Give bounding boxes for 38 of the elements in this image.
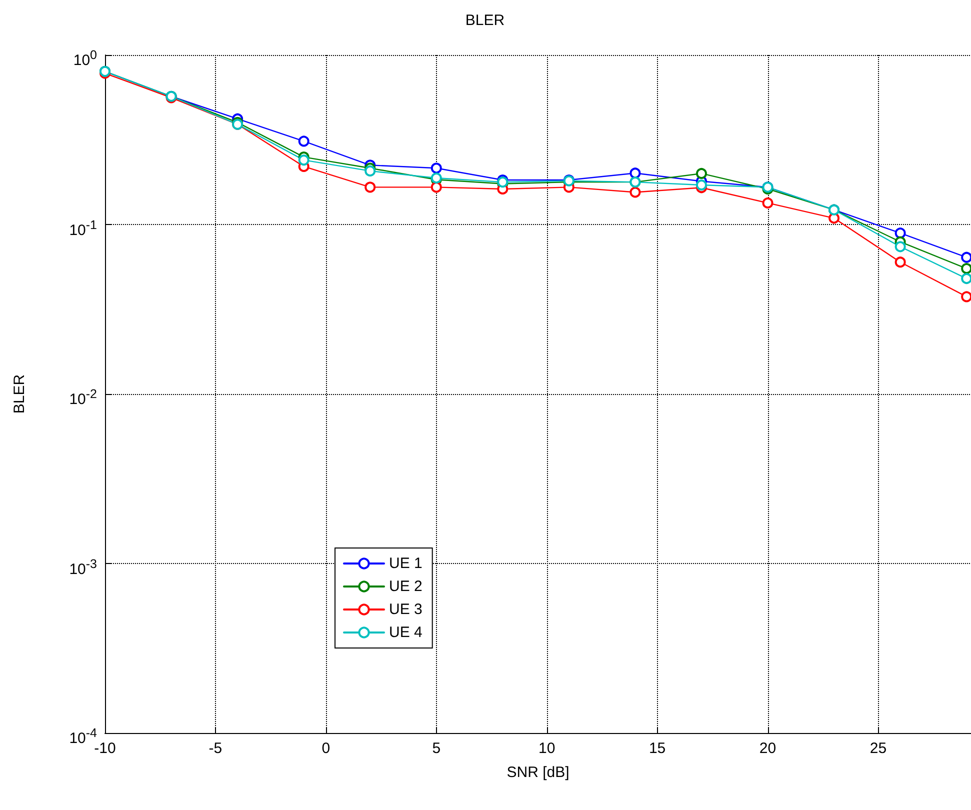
point: [430, 162, 442, 174]
legend-label: UE 2: [389, 578, 422, 595]
point: [696, 168, 707, 179]
x-tick-label: -10: [94, 740, 116, 757]
point: [894, 256, 906, 268]
x-tick-label: 5: [432, 740, 441, 757]
y-tick-label: 10$^{-1}$: [69, 216, 97, 238]
x-tick-label: -5: [208, 740, 222, 757]
x-axis-title: SNR [dB]: [506, 764, 570, 781]
point: [298, 136, 310, 147]
x-tick-label: 20: [759, 740, 776, 757]
point: [630, 168, 641, 179]
y-axis-title: BLER: [11, 374, 28, 414]
y-tick-label: 10$^{-2}$: [69, 386, 97, 408]
x-tick-label: 15: [648, 740, 666, 757]
point: [961, 263, 971, 274]
point: [762, 197, 774, 208]
y-tick-label: 10$^{-3}$: [69, 556, 97, 578]
y-tick-label: 10$^{-4}$: [69, 726, 97, 747]
point: [961, 252, 971, 263]
y-tick-label: 10$^{0}$: [73, 47, 97, 69]
chart-title: BLER: [465, 12, 505, 29]
point: [961, 273, 971, 284]
point: [894, 228, 906, 239]
point: [696, 180, 707, 191]
point: [630, 186, 641, 198]
point: [894, 241, 906, 252]
x-tick-label: 0: [322, 740, 330, 757]
x-tick-label: 25: [870, 740, 887, 757]
legend-label: UE 1: [389, 555, 422, 572]
x-tick-label: 10: [538, 740, 556, 757]
point: [430, 182, 442, 193]
point: [961, 291, 971, 302]
point: [364, 165, 376, 176]
legend-label: UE 4: [389, 624, 422, 641]
point: [298, 154, 310, 166]
point: [364, 182, 376, 193]
legend-label: UE 3: [389, 601, 422, 618]
